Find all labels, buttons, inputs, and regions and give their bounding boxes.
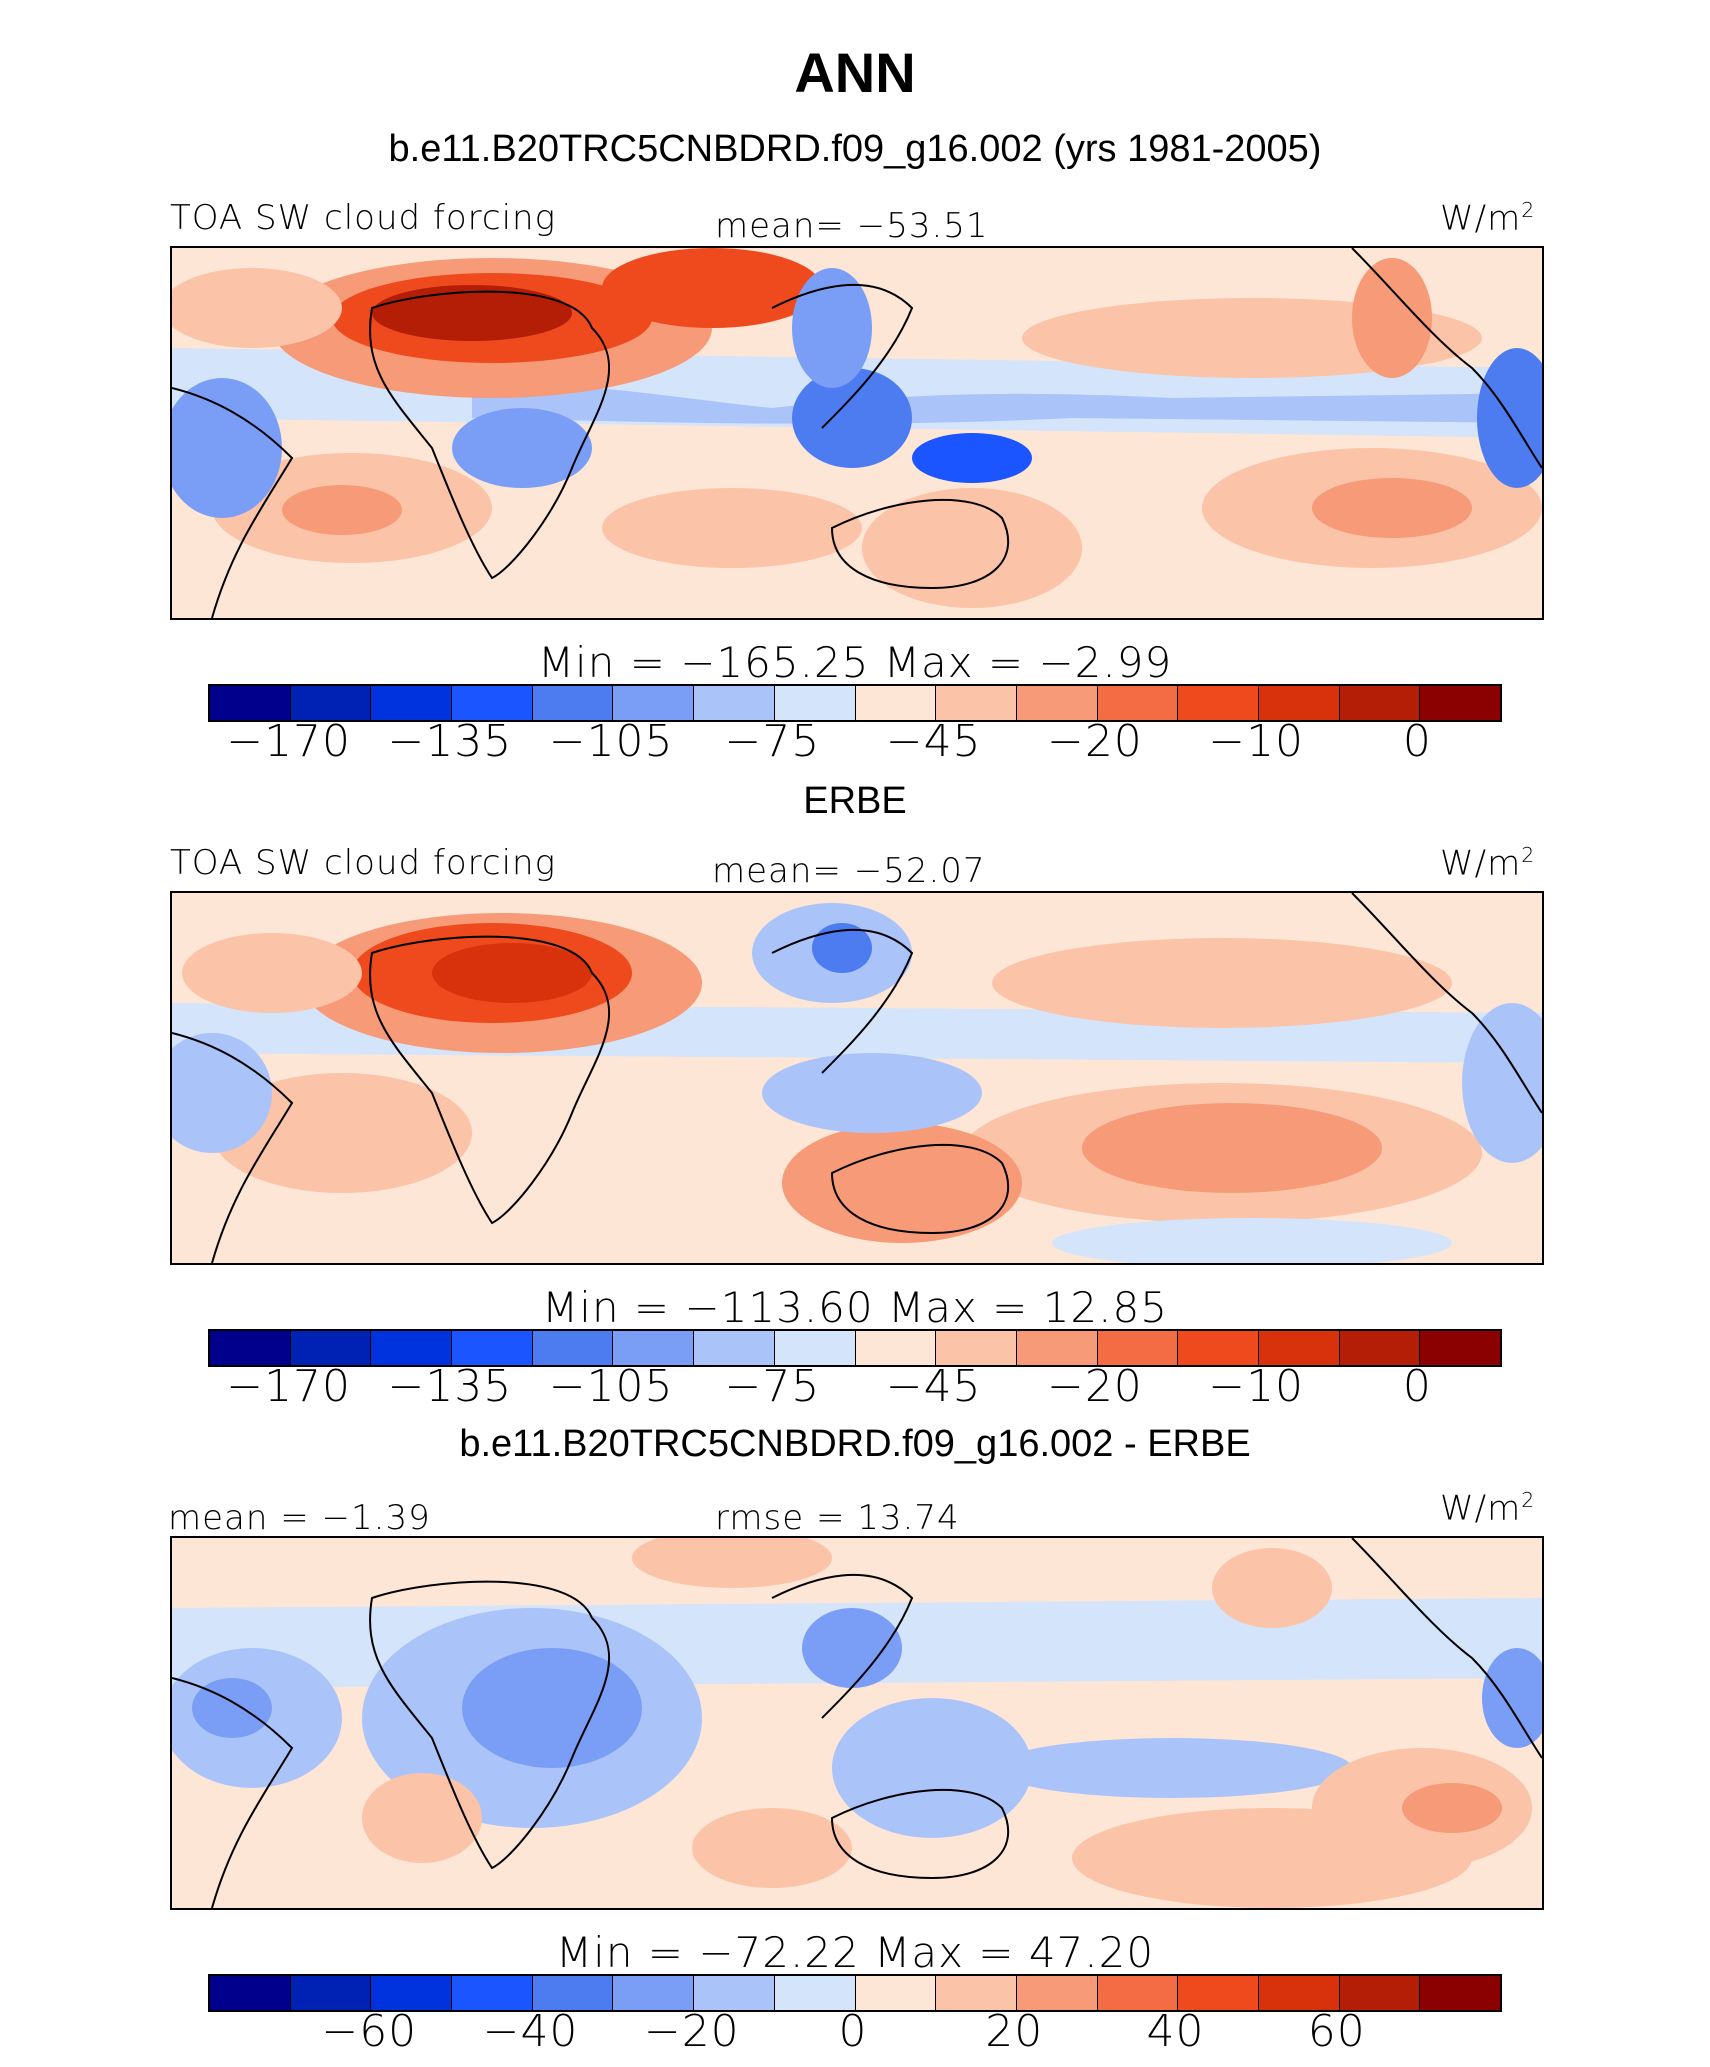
colorbar-tick-label: −10 — [1208, 716, 1305, 767]
colorbar-segment — [774, 686, 856, 720]
panel3-map-field — [172, 1538, 1542, 1908]
colorbar-segment — [371, 1331, 453, 1365]
panel3-mean-label: mean = −1.39 — [168, 1498, 431, 1538]
colorbar-segment — [1339, 686, 1421, 720]
colorbar-segment — [452, 1331, 533, 1365]
colorbar-tick-label: −105 — [548, 716, 674, 767]
colorbar-segment — [613, 1976, 695, 2010]
colorbar-segment — [1258, 1976, 1340, 2010]
panel1-map-field — [172, 248, 1542, 618]
colorbar-segment — [774, 1976, 856, 2010]
colorbar-tick-label: −20 — [1046, 1361, 1143, 1412]
colorbar-segment — [1178, 686, 1259, 720]
panel3-colorbar-ticks: −60 −40 −20 0 20 40 60 — [0, 2006, 1710, 2057]
colorbar-segment — [1016, 1331, 1098, 1365]
colorbar-tick-label: −10 — [1208, 1361, 1305, 1412]
colorbar-segment — [1097, 1976, 1179, 2010]
panel2-map — [170, 891, 1544, 1265]
colorbar-segment — [210, 686, 291, 720]
colorbar-segment — [855, 1976, 937, 2010]
colorbar-tick-label: −20 — [1046, 716, 1143, 767]
colorbar-segment — [1097, 686, 1179, 720]
colorbar-segment — [1178, 1976, 1259, 2010]
colorbar-tick-label: −170 — [226, 716, 352, 767]
colorbar-segment — [613, 1331, 695, 1365]
panel1-subtitle: b.e11.B20TRC5CNBDRD.f09_g16.002 (yrs 198… — [388, 128, 1322, 170]
colorbar-segment — [1016, 1976, 1098, 2010]
colorbar-segment — [1339, 1331, 1421, 1365]
colorbar-segment — [1339, 1976, 1421, 2010]
panel1-colorbar-ticks: −170 −135 −105 −75 −45 −20 −10 0 — [0, 716, 1710, 767]
colorbar-segment — [1258, 686, 1340, 720]
panel2-minmax: Min = −113.60 Max = 12.85 — [542, 1283, 1168, 1332]
colorbar-segment — [936, 686, 1017, 720]
panel2-mean-label: mean= −52.07 — [712, 851, 986, 891]
colorbar-segment — [936, 1976, 1017, 2010]
colorbar-segment — [210, 1976, 291, 2010]
colorbar-segment — [774, 1331, 856, 1365]
colorbar-tick-label: −135 — [387, 1361, 513, 1412]
panel1-colorbar — [208, 684, 1502, 722]
panel2-colorbar-ticks: −170 −135 −105 −75 −45 −20 −10 0 — [0, 1361, 1710, 1412]
colorbar-tick-label: 0 — [838, 2006, 868, 2057]
colorbar-segment — [1420, 1331, 1500, 1365]
colorbar-segment — [290, 1331, 372, 1365]
colorbar-segment — [210, 1331, 291, 1365]
colorbar-segment — [936, 1331, 1017, 1365]
colorbar-segment — [371, 686, 453, 720]
colorbar-tick-label: −170 — [226, 1361, 352, 1412]
panel3-minmax: Min = −72.22 Max = 47.20 — [555, 1928, 1155, 1977]
colorbar-tick-label: −135 — [387, 716, 513, 767]
panel2-variable-label: TOA SW cloud forcing — [170, 843, 556, 883]
colorbar-segment — [694, 1331, 775, 1365]
colorbar-segment — [694, 1976, 775, 2010]
colorbar-segment — [1178, 1331, 1259, 1365]
figure-title: ANN — [794, 41, 916, 104]
colorbar-segment — [1258, 1331, 1340, 1365]
colorbar-segment — [855, 1331, 937, 1365]
colorbar-segment — [371, 1976, 453, 2010]
colorbar-segment — [532, 686, 614, 720]
colorbar-segment — [452, 1976, 533, 2010]
colorbar-segment — [532, 1976, 614, 2010]
colorbar-tick-label: −75 — [724, 716, 821, 767]
colorbar-tick-label: 0 — [1402, 716, 1432, 767]
panel2-colorbar — [208, 1329, 1502, 1367]
panel1-minmax: Min = −165.25 Max = −2.99 — [537, 638, 1173, 687]
colorbar-segment — [290, 686, 372, 720]
colorbar-segment — [532, 1331, 614, 1365]
colorbar-tick-label: −105 — [548, 1361, 674, 1412]
colorbar-segment — [1420, 1976, 1500, 2010]
colorbar-segment — [1097, 1331, 1179, 1365]
panel2-map-field — [172, 893, 1542, 1263]
colorbar-tick-label: 60 — [1307, 2006, 1366, 2057]
panel1-variable-label: TOA SW cloud forcing — [170, 198, 556, 238]
colorbar-segment — [290, 1976, 372, 2010]
colorbar-tick-label: −60 — [321, 2006, 418, 2057]
panel2-units: W/m2 — [1440, 843, 1536, 884]
panel3-map — [170, 1536, 1544, 1910]
colorbar-segment — [1016, 686, 1098, 720]
colorbar-tick-label: 40 — [1146, 2006, 1205, 2057]
panel3-colorbar — [208, 1974, 1502, 2012]
colorbar-segment — [613, 686, 695, 720]
colorbar-tick-label: −45 — [885, 716, 982, 767]
panel1-units: W/m2 — [1440, 198, 1536, 239]
colorbar-tick-label: −45 — [885, 1361, 982, 1412]
panel1-mean-label: mean= −53.51 — [715, 206, 989, 246]
colorbar-tick-label: −20 — [643, 2006, 740, 2057]
panel3-rmse-label: rmse = 13.74 — [715, 1498, 960, 1538]
panel2-subtitle: ERBE — [803, 780, 907, 822]
panel1-map — [170, 246, 1544, 620]
colorbar-segment — [452, 686, 533, 720]
colorbar-segment — [694, 686, 775, 720]
colorbar-segment — [855, 686, 937, 720]
panel3-subtitle: b.e11.B20TRC5CNBDRD.f09_g16.002 - ERBE — [459, 1423, 1251, 1465]
panel3-units: W/m2 — [1440, 1488, 1536, 1529]
colorbar-tick-label: −75 — [724, 1361, 821, 1412]
colorbar-tick-label: 0 — [1402, 1361, 1432, 1412]
colorbar-tick-label: 20 — [985, 2006, 1044, 2057]
colorbar-segment — [1420, 686, 1500, 720]
colorbar-tick-label: −40 — [482, 2006, 579, 2057]
